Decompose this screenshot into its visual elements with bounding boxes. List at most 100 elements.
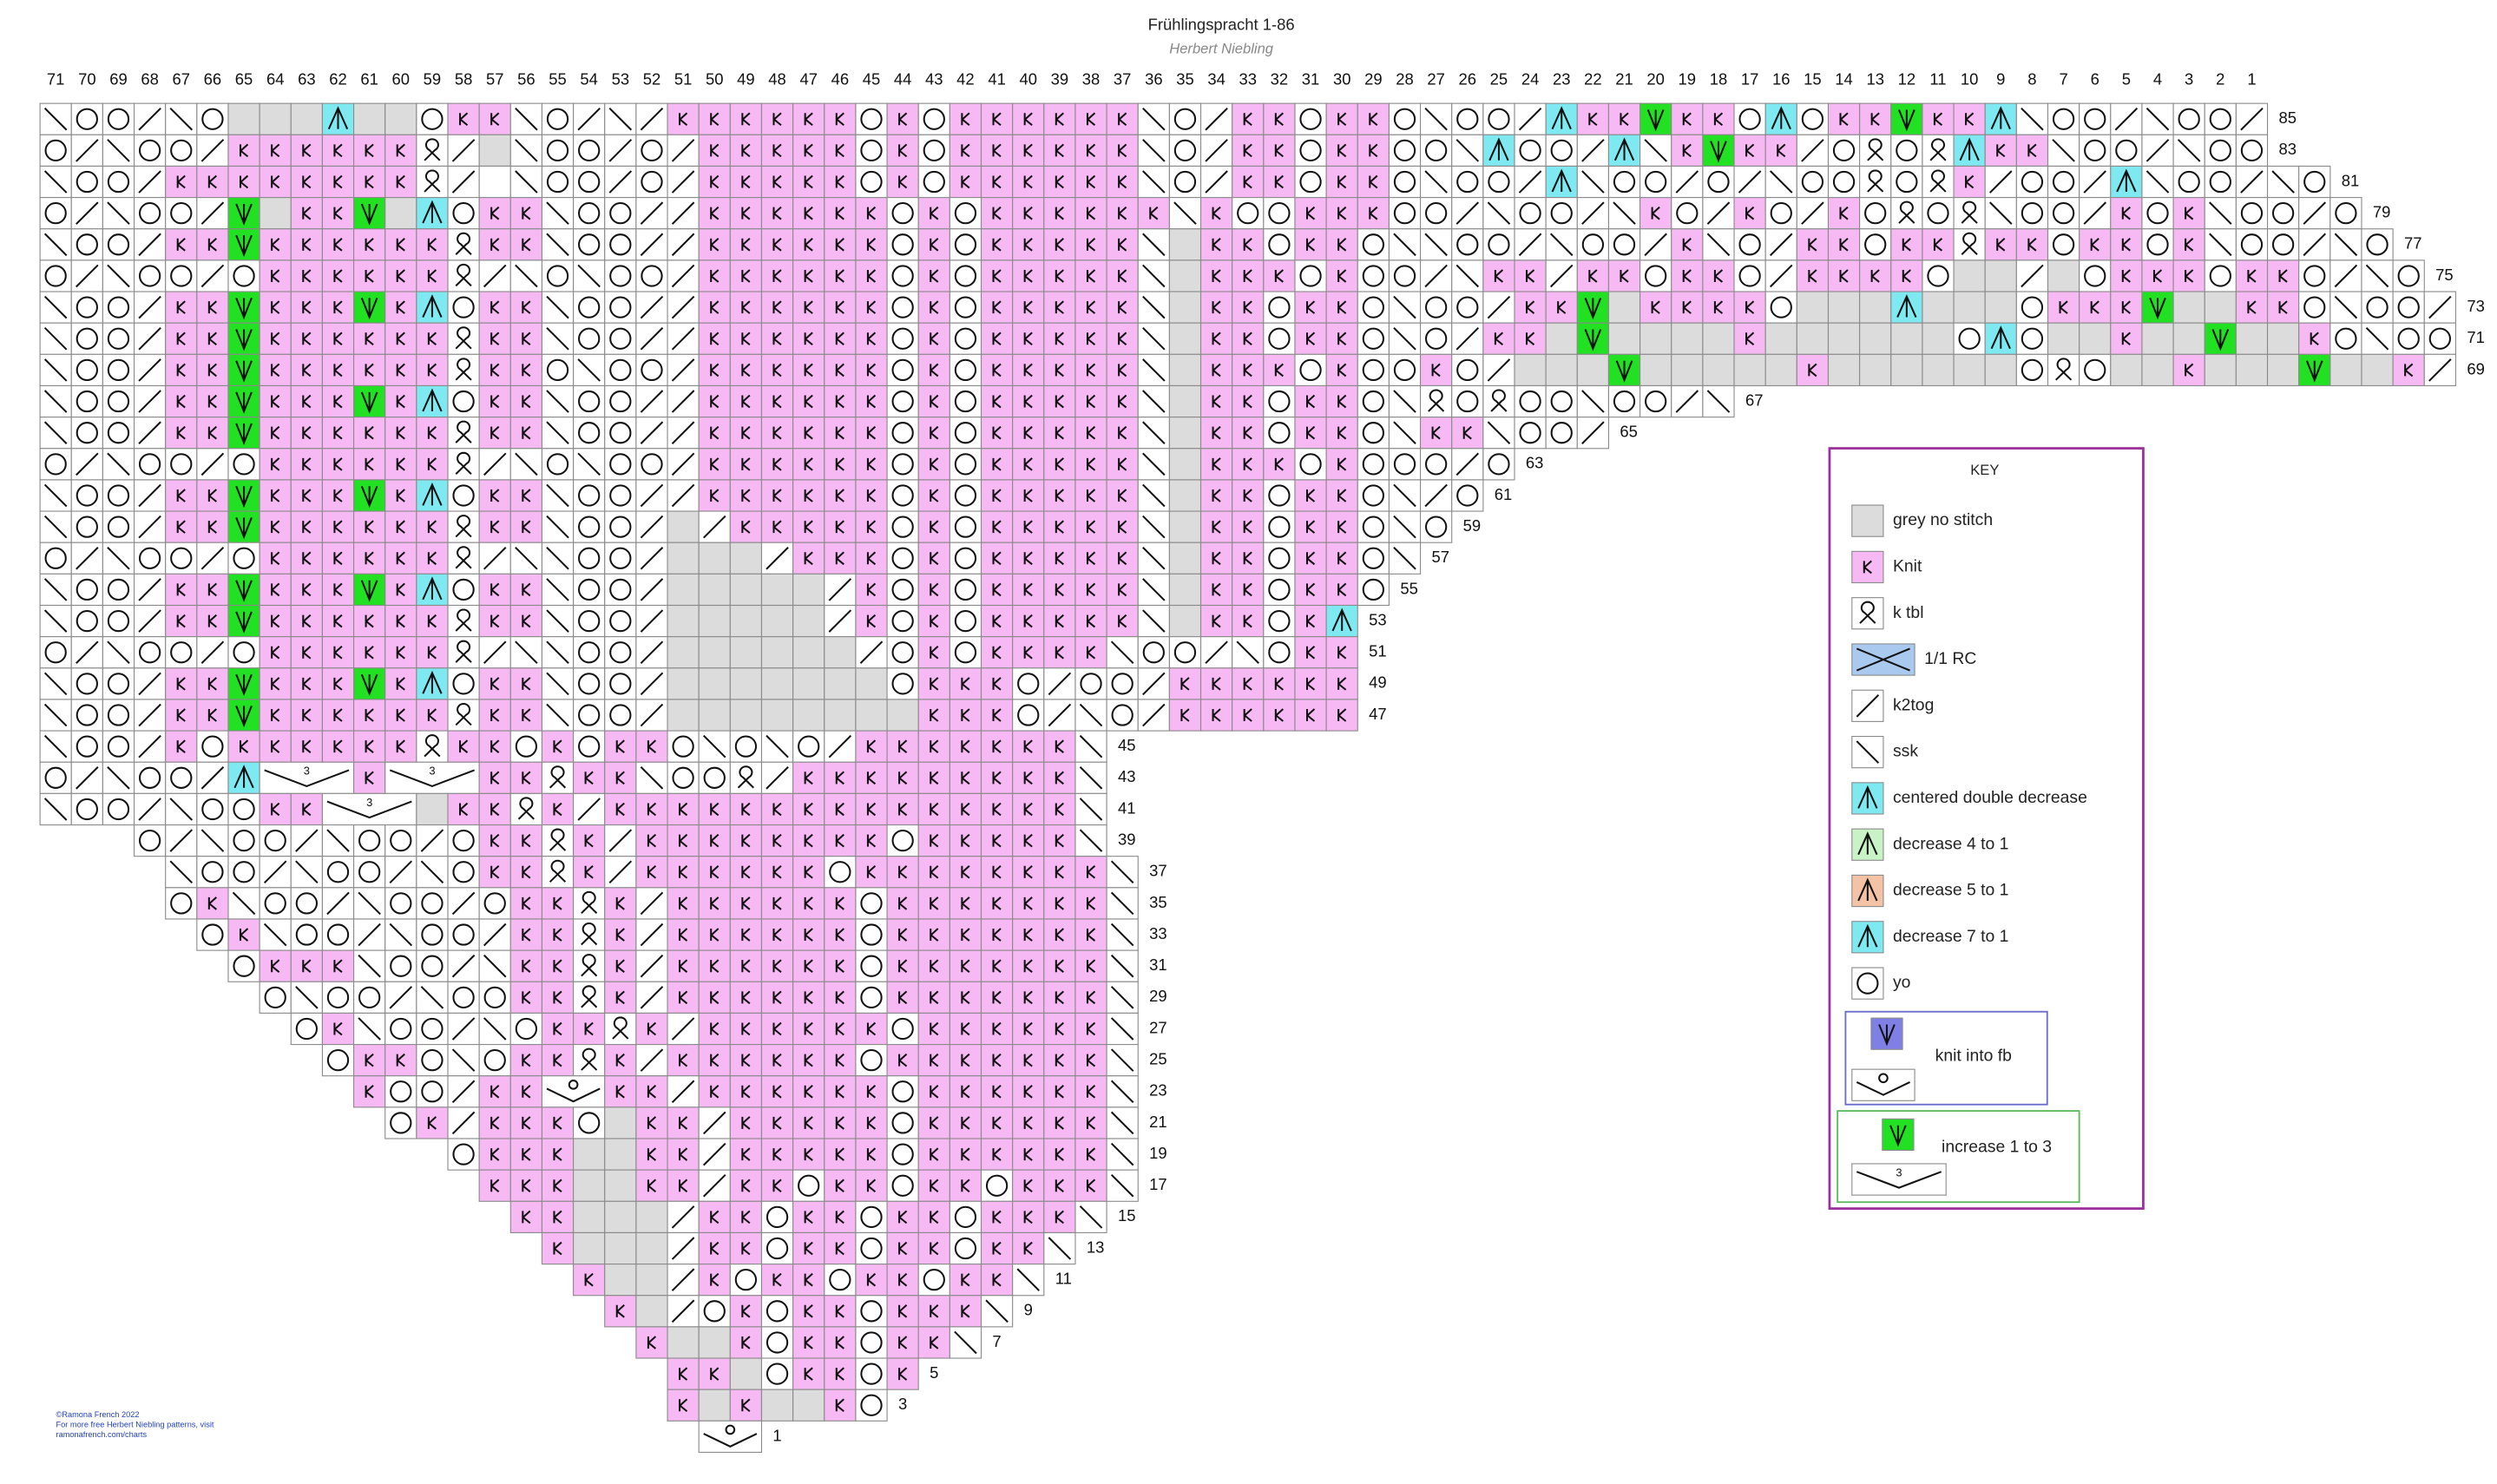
stitch-symbol (1490, 389, 1508, 412)
stitch (792, 604, 825, 638)
stitch-symbol (1857, 877, 1878, 902)
stitch (635, 134, 668, 167)
stitch-symbol (1086, 112, 1096, 127)
stitch (2392, 259, 2425, 292)
stitch (729, 1012, 763, 1046)
stitch (886, 353, 919, 387)
stitch (259, 384, 292, 418)
stitch-symbol (930, 677, 939, 691)
stitch (2204, 291, 2237, 324)
stitch (792, 542, 825, 575)
stitch-symbol (798, 735, 820, 758)
stitch-symbol (2303, 296, 2326, 318)
stitch-symbol (270, 739, 280, 753)
stitch (980, 1012, 1014, 1046)
stitch (290, 699, 323, 732)
stitch-symbol (76, 547, 99, 570)
stitch (1294, 417, 1327, 450)
stitch (39, 542, 72, 575)
stitch-symbol (1455, 264, 1480, 288)
stitch-symbol (1518, 107, 1542, 131)
stitch (1232, 417, 1265, 450)
stitch-symbol (2021, 327, 2044, 350)
stitch-symbol (270, 708, 280, 722)
stitch-symbol (390, 1112, 412, 1134)
stitch (1325, 102, 1358, 135)
stitch-symbol (710, 489, 720, 502)
stitch (1263, 479, 1296, 512)
stitch-symbol (1864, 202, 1887, 225)
stitch-symbol (1086, 457, 1096, 471)
stitch-symbol (804, 489, 813, 502)
stitch-symbol (44, 265, 67, 287)
stitch-symbol (427, 238, 437, 252)
stitch (760, 291, 794, 324)
stitch (384, 604, 417, 638)
stitch (290, 134, 323, 167)
stitch (792, 730, 825, 763)
stitch (384, 134, 417, 167)
stitch-symbol (866, 551, 877, 566)
stitch-symbol (961, 802, 970, 817)
stitch (165, 197, 198, 230)
bracket-label: 3 (304, 765, 310, 778)
stitch (447, 918, 480, 951)
stitch-symbol (609, 358, 632, 382)
stitch-symbol (741, 990, 751, 1005)
stitch (1012, 384, 1045, 418)
column-number: 71 (47, 69, 65, 88)
row-number: 55 (1400, 579, 1418, 597)
stitch-symbol (1173, 201, 1197, 225)
stitch (259, 949, 292, 982)
stitch (855, 1075, 888, 1108)
stitch (949, 134, 982, 167)
stitch-symbol (1808, 363, 1817, 378)
stitch-symbol (1243, 551, 1252, 566)
stitch-symbol (44, 641, 67, 664)
stitch (667, 981, 700, 1014)
stitch-symbol (1675, 170, 1699, 194)
stitch-symbol (1243, 677, 1252, 691)
stitch (855, 667, 888, 700)
stitch (416, 604, 449, 638)
stitch-symbol (1337, 238, 1347, 252)
stitch (1796, 165, 1830, 199)
stitch-symbol (2146, 233, 2169, 256)
row-number: 11 (1055, 1270, 1072, 1288)
stitch-symbol (170, 202, 193, 225)
stitch (2079, 322, 2112, 355)
stitch-symbol (1111, 673, 1134, 695)
stitch-symbol (1268, 202, 1291, 225)
stitch (541, 730, 575, 763)
stitch (196, 887, 229, 920)
stitch-symbol (1770, 202, 1792, 225)
stitch-symbol (1706, 233, 1731, 257)
stitch (917, 1012, 950, 1046)
stitch-symbol (458, 112, 469, 127)
stitch-symbol (1023, 1241, 1033, 1256)
stitch-symbol (1023, 489, 1033, 502)
stitch (698, 1012, 731, 1046)
stitch-symbol (239, 174, 249, 189)
stitch (573, 1200, 606, 1233)
stitch (447, 1138, 480, 1171)
stitch (667, 918, 700, 951)
stitch (604, 1295, 637, 1328)
stitch-symbol (233, 861, 255, 883)
stitch-symbol (1305, 708, 1316, 722)
stitch (1514, 197, 1547, 230)
stitch-symbol (741, 1210, 751, 1225)
stitch (1074, 949, 1107, 982)
stitch (729, 824, 763, 857)
stitch-symbol (835, 833, 844, 848)
stitch-symbol (1055, 1210, 1064, 1225)
stitch (1199, 197, 1233, 230)
stitch (384, 887, 417, 920)
stitch-symbol (452, 829, 475, 852)
stitch-symbol (2145, 139, 2170, 162)
stitch (1043, 1075, 1076, 1108)
stitch (416, 1075, 449, 1108)
stitch (1074, 667, 1107, 700)
stitch (886, 1106, 919, 1139)
stitch-symbol (1086, 645, 1096, 660)
